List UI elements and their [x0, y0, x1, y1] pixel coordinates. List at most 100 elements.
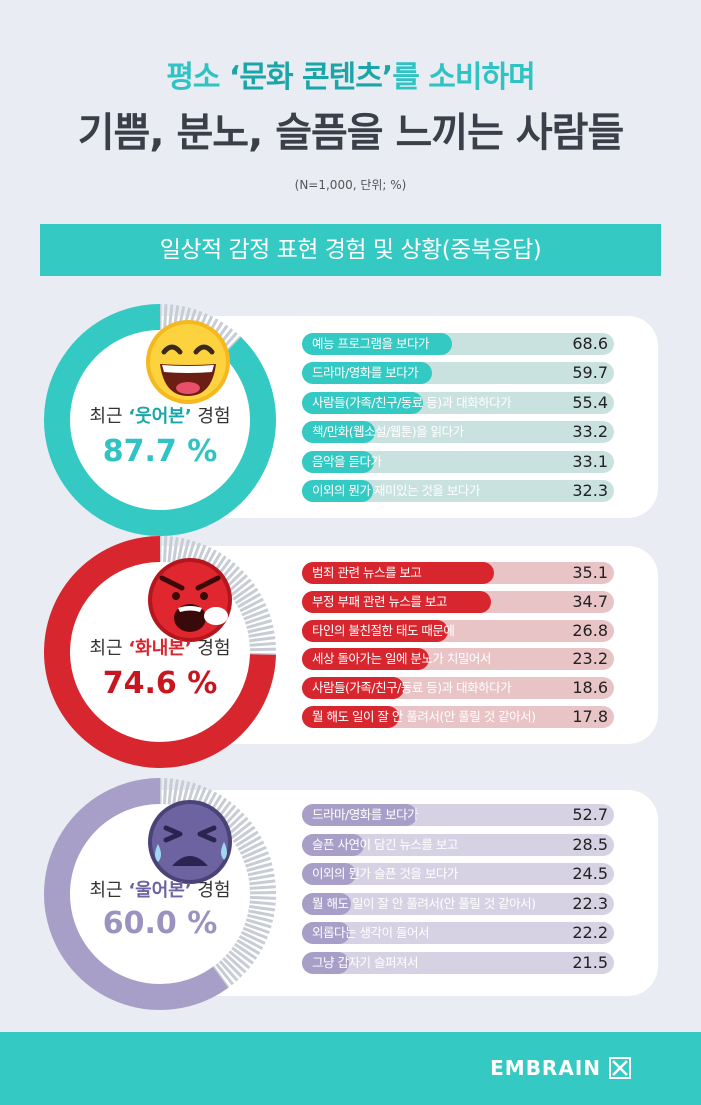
cry-bar-row: 드라마/영화를 보다가 52.7: [302, 804, 614, 826]
anger-bar-label: 범죄 관련 뉴스를 보고: [312, 565, 422, 580]
cry-label-post: 경험: [191, 880, 231, 901]
laugh-ring-chart: [44, 304, 276, 536]
cry-ring-tick: [244, 922, 270, 935]
anger-ring-tick: [239, 597, 264, 613]
angry-face-icon: [148, 558, 232, 642]
cry-ring-tick: [222, 956, 243, 978]
anger-bar: [302, 677, 404, 700]
cry-ring-tick: [240, 930, 266, 945]
laugh-face-icon: [146, 320, 230, 404]
anger-bar-value: 35.1: [572, 563, 608, 582]
cry-summary-label: 최근 ‘울어본’ 경험: [40, 876, 280, 902]
cry-ring-tick: [167, 778, 174, 805]
anger-ring-tick: [162, 536, 168, 563]
anger-bar-row: 세상 돌아가는 일에 분노가 치밀어서 23.2: [302, 648, 614, 671]
anger-ring-tick: [248, 630, 275, 638]
cry-ring-tick: [245, 918, 272, 929]
anger-ring-tick: [237, 592, 262, 609]
cry-ring-tick: [249, 879, 276, 886]
laugh-ring-tick: [163, 304, 168, 331]
laugh-bar-value: 68.6: [572, 334, 608, 353]
cry-ring-tick: [228, 950, 251, 970]
brand-mark-icon: [609, 1057, 631, 1079]
anger-summary-label: 최근 ‘화내본’ 경험: [40, 634, 280, 660]
laugh-bar-value: 55.4: [572, 392, 608, 412]
anger-bar: [302, 619, 449, 642]
brand-logo: EMBRAIN: [490, 1056, 631, 1080]
cry-bar: [302, 833, 365, 856]
laugh-bar-row: 예능 프로그램을 보다가 68.6: [302, 333, 614, 355]
laugh-bar: [302, 362, 433, 385]
anger-ring-tick: [244, 613, 271, 625]
anger-bar-label: 타인의 불친절한 태도 때문에: [312, 622, 455, 638]
cry-bar-value: 21.5: [572, 952, 608, 972]
anger-ring-tick: [232, 583, 256, 601]
cry-ring-tick: [245, 856, 271, 868]
cry-ring-tick: [248, 873, 275, 881]
cry-ring-tick: [232, 825, 256, 844]
cry-bar-row: 그냥 갑자기 슬퍼져서 21.5: [302, 951, 614, 974]
cry-bar-label: 슬픈 사연이 담긴 뉴스를 보고: [312, 836, 458, 852]
cry-ring-tick: [249, 895, 276, 900]
laugh-bar-value: 59.7: [572, 363, 608, 383]
cry-ring-tick: [236, 939, 261, 955]
laugh-summary-value: 87.7 %: [102, 434, 218, 469]
cry-ring-tick: [249, 900, 276, 906]
cry-ring-tick: [225, 953, 247, 974]
cry-bar-label: 외롭다는 생각이 들어서: [312, 925, 429, 940]
cry-ring-tick: [239, 840, 265, 855]
laugh-bar-label: 책/만화(웹소설/웹툰)을 읽다가: [312, 424, 464, 440]
laugh-bar: [302, 450, 375, 473]
cry-bar-value: 24.5: [572, 864, 608, 883]
anger-bar-label: 세상 돌아가는 일에 분노가 치밀어서: [312, 651, 491, 667]
crying-face-icon: [148, 800, 232, 884]
anger-ring-tick: [229, 578, 252, 598]
cry-ring-chart: [44, 778, 277, 1010]
anger-bar-value: 23.2: [572, 649, 608, 669]
laugh-bar-row: 드라마/영화를 보다가 59.7: [302, 362, 614, 385]
anger-bar-row: 부정 부패 관련 뉴스를 보고 34.7: [302, 590, 614, 613]
laugh-bar: [302, 421, 375, 444]
laugh-bar-row: 이외의 뭔가 재미있는 것을 보다가 32.3: [302, 480, 614, 502]
anger-bar-label: 부정 부패 관련 뉴스를 보고: [312, 593, 447, 609]
anger-bar: [302, 706, 400, 728]
cry-ring-tick: [238, 935, 264, 950]
anger-bar-value: 34.7: [572, 591, 608, 611]
anger-ring-tick: [234, 587, 259, 605]
laugh-bar-row: 책/만화(웹소설/웹툰)을 읽다가 33.2: [302, 421, 614, 444]
cry-ring-tick: [233, 942, 258, 960]
title-line-1-pre: 평소: [166, 60, 229, 95]
anger-ring-tick: [243, 608, 269, 621]
anger-bar-label: 뭘 해도 일이 잘 안 풀려서(안 풀릴 것 같아서): [312, 709, 536, 724]
cry-ring-tick: [172, 779, 179, 806]
cry-bar: [302, 951, 349, 974]
anger-ring-tick: [249, 647, 277, 652]
laugh-bar: [302, 391, 423, 414]
anger-bar: [302, 648, 429, 671]
cry-ring-tick: [247, 913, 274, 923]
cry-bar: [302, 892, 351, 915]
title-line-1: 평소 ‘문화 콘텐츠’를 소비하며: [0, 52, 701, 96]
sample-note: (N=1,000, 단위; %): [294, 178, 407, 192]
cry-ring-tick: [247, 867, 274, 877]
anger-label-pre: 최근: [89, 638, 129, 659]
anger-bar-value: 26.8: [572, 620, 608, 640]
anger-summary-value: 74.6 %: [102, 666, 218, 701]
anger-ring-tick: [167, 536, 174, 563]
laugh-bar-value: 33.1: [572, 451, 608, 471]
section-banner: 일상적 감정 표현 경험 및 상황(중복응답): [40, 224, 661, 276]
anger-bar-value: 17.8: [572, 707, 608, 726]
cry-ring-tick: [248, 909, 275, 918]
laugh-ring-arc: [44, 304, 276, 536]
footer: EMBRAIN: [0, 1032, 701, 1105]
cry-bar: [302, 804, 418, 826]
cry-label-pre: 최근: [89, 880, 129, 901]
cry-bar-row: 슬픈 사연이 담긴 뉴스를 보고 28.5: [302, 833, 614, 856]
anger-bar-label: 사람들(가족/친구/동료 등)과 대화하다가: [312, 680, 512, 696]
laugh-bar: [302, 333, 452, 355]
anger-label-post: 경험: [191, 638, 231, 659]
cry-ring-tick: [243, 851, 269, 864]
anger-ring-tick: [249, 641, 276, 647]
laugh-bar-label: 사람들(가족/친구/동료 등)과 대화하다가: [312, 394, 512, 410]
anger-ring-arc: [44, 536, 276, 768]
